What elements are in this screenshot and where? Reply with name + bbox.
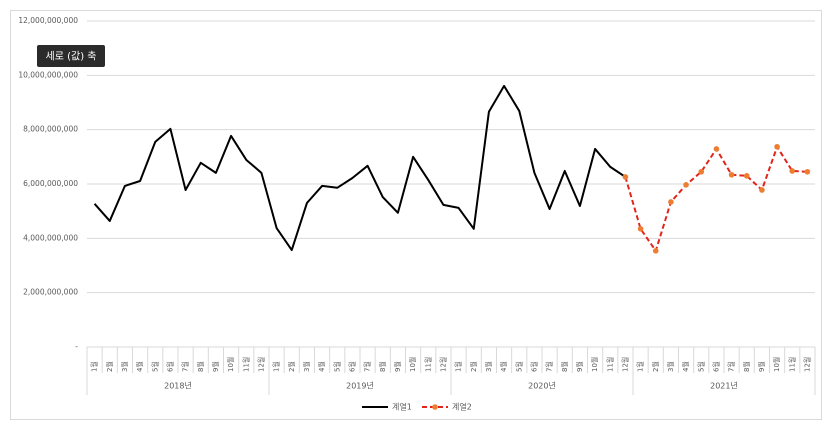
- point: [668, 199, 674, 205]
- point: [683, 182, 689, 188]
- point: [637, 226, 644, 232]
- x-tick-label: 7월: [545, 361, 554, 372]
- y-tick-label: -: [75, 342, 78, 351]
- y-tick-label: 8,000,000,000: [23, 125, 78, 134]
- x-tick-label: 5월: [332, 361, 341, 372]
- x-tick-label: 1월: [90, 361, 99, 372]
- x-tick-label: 4월: [499, 361, 508, 372]
- point: [622, 174, 629, 180]
- x-tick-label: 9월: [393, 361, 402, 372]
- y-tick-label: 12,000,000,000: [18, 16, 78, 25]
- x-tick-label: 8월: [378, 361, 387, 372]
- chart-border: [10, 10, 822, 420]
- x-tick-label: 12월: [620, 357, 629, 372]
- x-tick-label: 2월: [469, 361, 478, 372]
- x-tick-label: 4월: [681, 361, 690, 372]
- x-tick-label: 3월: [120, 361, 129, 372]
- point: [713, 146, 720, 152]
- point: [789, 168, 796, 174]
- x-tick-label: 5월: [514, 361, 523, 372]
- x-tick-label: 9월: [211, 361, 220, 372]
- point: [728, 171, 735, 178]
- x-tick-label: 11월: [787, 357, 796, 372]
- group-label: 2018년: [164, 381, 192, 391]
- x-tick-label: 2월: [105, 361, 114, 372]
- x-tick-label: 10월: [408, 357, 417, 372]
- x-tick-label: 11월: [241, 357, 250, 372]
- legend-label: 계열2: [452, 402, 472, 412]
- y-tick-label: 4,000,000,000: [23, 233, 78, 242]
- x-tick-label: 2월: [651, 361, 660, 372]
- point: [774, 143, 780, 150]
- x-tick-label: 4월: [317, 361, 326, 372]
- x-tick-label: 2월: [287, 361, 296, 372]
- point: [759, 187, 765, 193]
- x-tick-label: 12월: [802, 357, 811, 372]
- x-tick-label: 7월: [727, 361, 736, 372]
- x-tick-label: 8월: [196, 361, 205, 372]
- x-tick-label: 10월: [590, 357, 599, 372]
- x-tick-label: 5월: [696, 361, 705, 372]
- tooltip-box: [37, 45, 105, 67]
- x-tick-label: 3월: [484, 361, 493, 372]
- tooltip: 세로 (값) 축: [46, 51, 97, 63]
- x-tick-label: 6월: [165, 361, 174, 372]
- x-tick-label: 1월: [636, 361, 645, 372]
- x-tick-label: 6월: [347, 361, 356, 372]
- x-tick-label: 5월: [150, 361, 159, 372]
- legend-marker: [432, 404, 438, 410]
- group-label: 2019년: [346, 381, 374, 391]
- series-line: [93, 84, 626, 252]
- point: [743, 173, 750, 179]
- x-tick-label: 10월: [226, 357, 235, 372]
- x-tick-label: 10월: [772, 357, 781, 372]
- x-tick-label: 11월: [605, 357, 614, 372]
- group-label: 2021년: [710, 381, 738, 391]
- x-tick-label: 9월: [575, 361, 584, 372]
- legend-label: 계열1: [392, 402, 412, 412]
- x-tick-label: 3월: [666, 361, 675, 372]
- x-tick-label: 11월: [423, 357, 432, 372]
- x-tick-label: 8월: [560, 361, 569, 372]
- x-tick-label: 12월: [438, 357, 447, 372]
- point: [804, 168, 811, 175]
- x-tick-label: 8월: [742, 361, 751, 372]
- x-tick-label: 1월: [272, 361, 281, 372]
- point: [652, 248, 659, 254]
- x-tick-label: 6월: [529, 361, 538, 372]
- y-tick-label: 10,000,000,000: [18, 70, 78, 79]
- x-tick-label: 1월: [454, 361, 463, 372]
- x-tick-label: 3월: [302, 361, 311, 372]
- x-tick-label: 4월: [135, 361, 144, 372]
- x-tick-label: 7월: [363, 361, 372, 372]
- y-tick-label: 6,000,000,000: [23, 179, 78, 188]
- point: [698, 168, 705, 175]
- x-tick-label: 7월: [181, 361, 190, 372]
- group-label: 2020년: [528, 381, 556, 391]
- y-tick-label: 2,000,000,000: [23, 288, 78, 297]
- x-tick-label: 12월: [256, 357, 265, 372]
- x-tick-label: 6월: [711, 361, 720, 372]
- x-tick-label: 9월: [757, 361, 766, 372]
